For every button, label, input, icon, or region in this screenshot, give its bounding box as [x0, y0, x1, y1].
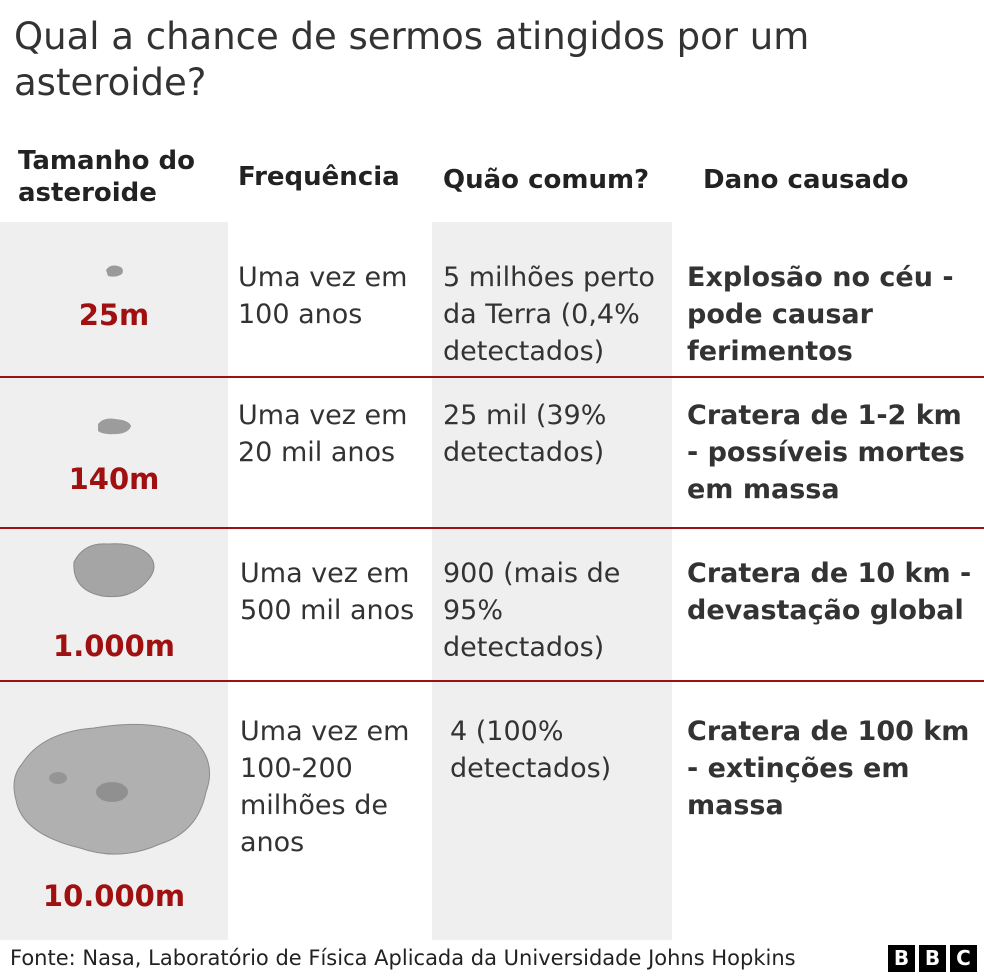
damage: Cratera de 100 km - extinções em massa	[687, 716, 970, 821]
frequency: Uma vez em 100-200 milhões de anos	[240, 716, 410, 858]
asteroid-size: 140m	[68, 462, 160, 496]
frequency: Uma vez em 20 mil anos	[238, 400, 408, 468]
column-header: Tamanho do asteroide	[18, 146, 195, 208]
commonness: 900 (mais de 95% detectados)	[443, 558, 621, 663]
source: Fonte: Nasa, Laboratório de Física Aplic…	[10, 946, 796, 970]
asteroid-size: 25m	[78, 298, 150, 332]
logo-letter: C	[950, 945, 977, 972]
asteroid-size: 10.000m	[42, 879, 186, 913]
damage: Cratera de 1-2 km - possíveis mortes em …	[687, 400, 965, 505]
row-divider	[0, 376, 984, 378]
column-header: Quão comum?	[443, 165, 650, 195]
col-bg	[432, 222, 672, 940]
damage: Cratera de 10 km - devastação global	[687, 558, 972, 626]
row-divider	[0, 527, 984, 529]
column-header: Dano causado	[703, 165, 909, 195]
asteroid-icons	[13, 265, 211, 855]
commonness: 25 mil (39% detectados)	[443, 400, 607, 468]
frequency: Uma vez em 500 mil anos	[240, 558, 415, 626]
frequency: Uma vez em 100 anos	[238, 262, 408, 330]
row-divider	[0, 680, 984, 682]
commonness: 5 milhões perto da Terra (0,4% detectado…	[443, 262, 655, 367]
logo-letter: B	[888, 945, 915, 972]
asteroid-size: 1.000m	[53, 629, 175, 663]
title: Qual a chance de sermos atingidos por um…	[14, 15, 810, 104]
logo-letter: B	[919, 945, 946, 972]
commonness: 4 (100% detectados)	[450, 716, 612, 784]
column-header: Frequência	[238, 162, 400, 192]
damage: Explosão no céu - pode causar ferimentos	[687, 262, 954, 367]
